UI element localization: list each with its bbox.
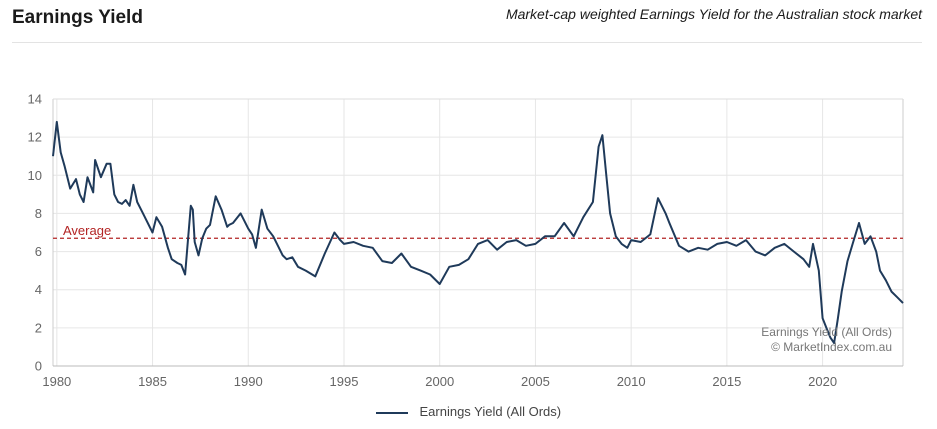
axes: 1980 1985 1990 1995 2000 2005 2010 2015 2020 0 2 4 6…: [28, 92, 904, 389]
x-tick-label: 1990: [234, 374, 263, 389]
chart-credits: Earnings Yield (All Ords)© MarketIndex.c…: [761, 325, 892, 354]
average-line-group: Average: [53, 223, 903, 239]
y-tick-label: 8: [35, 206, 42, 221]
y-tick-label: 6: [35, 244, 42, 259]
x-tick-label: 1995: [330, 374, 359, 389]
x-tick-label: 2015: [712, 374, 741, 389]
credit-series-name: Earnings Yield (All Ords): [761, 325, 892, 339]
chart-title: Earnings Yield: [12, 7, 143, 28]
series-layer: [52, 120, 904, 345]
series-line-earnings-yield: [52, 120, 904, 345]
chart-subtitle: Market-cap weighted Earnings Yield for t…: [505, 6, 922, 22]
average-label: Average: [63, 223, 111, 238]
x-tick-label: 2005: [521, 374, 550, 389]
y-tick-label: 0: [35, 359, 42, 374]
credit-source: © MarketIndex.com.au: [771, 340, 892, 354]
x-tick-label: 2000: [425, 374, 454, 389]
y-tick-label: 14: [28, 92, 42, 107]
x-tick-label: 1985: [138, 374, 167, 389]
x-tick-label: 1980: [42, 374, 71, 389]
y-tick-label: 2: [35, 320, 42, 335]
chart-legend[interactable]: Earnings Yield (All Ords): [0, 404, 937, 419]
x-tick-label: 2020: [808, 374, 837, 389]
x-tick-label: 2010: [617, 374, 646, 389]
y-tick-label: 12: [28, 130, 42, 145]
y-tick-label: 4: [35, 282, 42, 297]
chart-header: Earnings Yield Market-cap weighted Earni…: [0, 0, 937, 43]
legend-label: Earnings Yield (All Ords): [419, 404, 562, 419]
y-tick-label: 10: [28, 168, 42, 183]
legend-swatch: [375, 411, 408, 414]
header-divider: [12, 42, 922, 43]
